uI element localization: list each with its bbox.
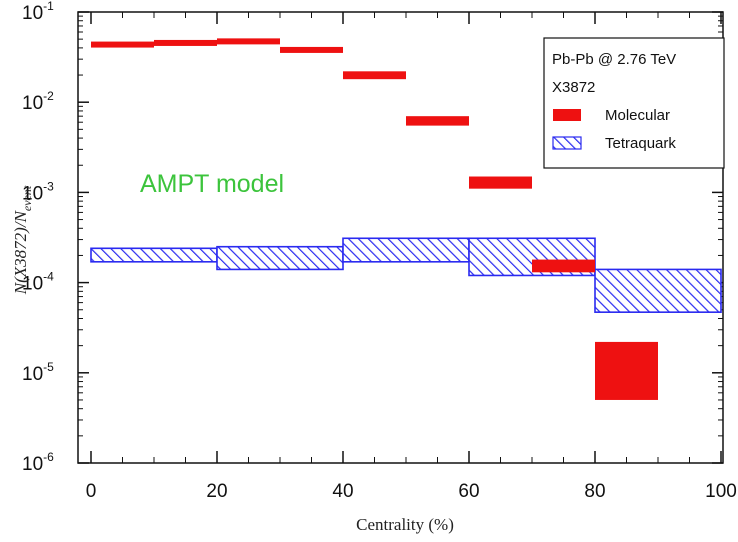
x-tick-label: 0 xyxy=(86,481,97,502)
legend-label-molecular: Molecular xyxy=(605,107,670,124)
y-tick-label: 10-2 xyxy=(22,89,54,114)
tetraquark-box xyxy=(594,268,722,313)
legend-title-line2: X3872 xyxy=(552,79,595,96)
y-axis-title: N(X3872)/Nevent xyxy=(11,185,34,295)
x-tick-label: 40 xyxy=(332,481,353,502)
y-tick-labels: 10-1 10-2 10-3 10-4 10-5 10-6 xyxy=(22,0,54,475)
y-axis-title-main: N(X3872)/N xyxy=(11,209,30,295)
x-tick-label: 100 xyxy=(705,481,737,502)
y-tick-label: 10-1 xyxy=(22,0,54,24)
x-tick-labels: 0 20 40 60 80 100 xyxy=(86,481,737,502)
tetraquark-box xyxy=(216,245,344,271)
tetraquark-series xyxy=(90,237,722,313)
molecular-bar xyxy=(217,38,280,45)
tetraquark-box xyxy=(342,237,470,263)
y-tick-label: 10-3 xyxy=(22,179,54,204)
legend: Pb-Pb @ 2.76 TeV X3872 Molecular Tetraqu… xyxy=(543,37,725,169)
y-axis-title-sub: event xyxy=(20,185,34,211)
molecular-bar xyxy=(154,39,217,46)
molecular-series xyxy=(91,38,658,400)
molecular-bar xyxy=(406,116,469,126)
annotation-ampt-model: AMPT model xyxy=(140,170,284,198)
legend-swatch-molecular xyxy=(553,109,581,121)
x-tick-label: 60 xyxy=(458,481,479,502)
tetraquark-box xyxy=(90,247,218,263)
legend-swatch-tetraquark xyxy=(552,136,582,150)
plot-frame xyxy=(77,11,724,464)
molecular-bar xyxy=(595,341,658,400)
molecular-bar xyxy=(532,259,595,273)
x-axis-title: Centrality (%) xyxy=(356,515,454,534)
legend-title-line1: Pb-Pb @ 2.76 TeV xyxy=(552,51,676,68)
y-tick-label: 10-4 xyxy=(22,270,54,295)
x-tick-label: 80 xyxy=(584,481,605,502)
legend-label-tetraquark: Tetraquark xyxy=(605,135,676,152)
molecular-bar xyxy=(91,41,154,48)
molecular-bar xyxy=(469,176,532,189)
y-tick-label: 10-5 xyxy=(22,360,54,385)
molecular-bar xyxy=(280,46,343,53)
x-tick-label: 20 xyxy=(206,481,227,502)
y-tick-label: 10-6 xyxy=(22,450,54,475)
molecular-bar xyxy=(343,71,406,80)
